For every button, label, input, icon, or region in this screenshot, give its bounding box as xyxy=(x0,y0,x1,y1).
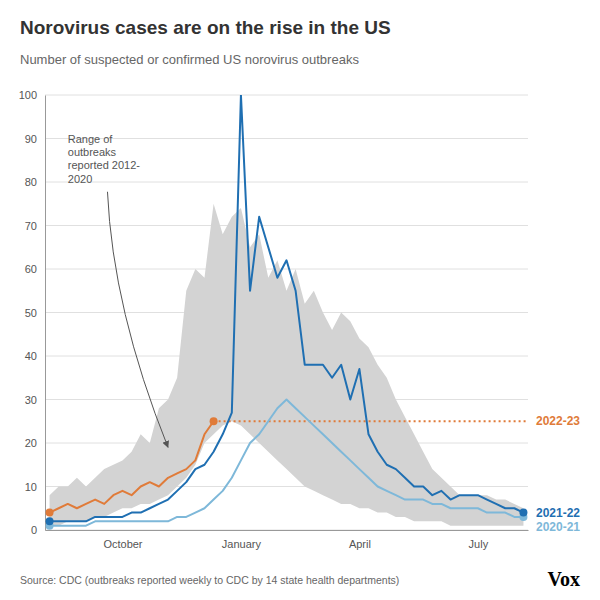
y-tick-label: 60 xyxy=(25,263,37,275)
y-tick: 60 xyxy=(25,263,37,275)
x-axis-line xyxy=(46,530,529,531)
chart-svg: Norovirus cases are on the rise in the U… xyxy=(0,0,600,600)
marks xyxy=(46,95,528,530)
endpoint-dot xyxy=(46,509,54,517)
y-tick-label: 0 xyxy=(31,524,37,536)
x-axis: October January April July xyxy=(46,531,529,550)
range-band xyxy=(50,204,524,526)
series-label: 2022-23 xyxy=(536,414,580,428)
x-tick: July xyxy=(469,538,489,550)
annotation-arrow xyxy=(107,192,168,448)
x-tick: January xyxy=(222,538,262,550)
logo: Vox xyxy=(547,568,580,590)
annotation: Range of outbreaks reported 2012- 2020 xyxy=(68,133,140,186)
grid-line xyxy=(45,530,528,531)
y-tick: 80 xyxy=(25,176,37,188)
y-tick: 20 xyxy=(25,437,37,449)
x-tick-label: April xyxy=(349,538,371,550)
title: Norovirus cases are on the rise in the U… xyxy=(20,17,391,38)
y-tick-label: 10 xyxy=(25,481,37,493)
x-tick-label: October xyxy=(103,538,142,550)
y-tick: 0 xyxy=(31,524,37,536)
reference-line xyxy=(214,420,528,422)
plot: 0 10 20 30 40 50 60 70 80 90 100 October January Apri… xyxy=(19,89,581,550)
y-tick: 30 xyxy=(25,394,37,406)
x-tick: April xyxy=(349,538,371,550)
y-axis-line xyxy=(45,96,46,531)
y-tick: 70 xyxy=(25,220,37,232)
endpoint-dot xyxy=(210,417,218,425)
x-tick-label: January xyxy=(222,538,262,550)
endpoint-dot xyxy=(46,517,54,525)
series-line xyxy=(50,400,524,526)
grid xyxy=(45,95,528,530)
y-tick: 40 xyxy=(25,350,37,362)
grid-line xyxy=(45,95,528,96)
grid-line xyxy=(45,182,528,183)
x-tick: October xyxy=(103,538,142,550)
grid-line xyxy=(45,225,528,226)
y-tick: 90 xyxy=(25,133,37,145)
y-axis: 0 10 20 30 40 50 60 70 80 90 100 xyxy=(19,89,46,536)
y-tick-label: 80 xyxy=(25,176,37,188)
y-tick-label: 70 xyxy=(25,220,37,232)
y-tick: 50 xyxy=(25,307,37,319)
y-tick-label: 20 xyxy=(25,437,37,449)
y-tick-label: 30 xyxy=(25,394,37,406)
series-line xyxy=(50,421,214,512)
grid-line xyxy=(45,269,528,270)
y-tick-label: 100 xyxy=(19,89,37,101)
y-tick-label: 40 xyxy=(25,350,37,362)
x-tick-label: July xyxy=(469,538,489,550)
grid-line xyxy=(45,138,528,139)
y-tick-label: 50 xyxy=(25,307,37,319)
series-label: 2020-21 xyxy=(536,520,580,534)
y-tick: 100 xyxy=(19,89,37,101)
y-tick: 10 xyxy=(25,481,37,493)
endpoint-dot xyxy=(519,509,527,517)
y-tick-label: 90 xyxy=(25,133,37,145)
source: Source: CDC (outbreaks reported weekly t… xyxy=(20,574,399,586)
series-label: 2021-22 xyxy=(536,506,580,520)
series-line xyxy=(50,95,524,521)
subtitle: Number of suspected or confirmed US noro… xyxy=(20,52,359,67)
